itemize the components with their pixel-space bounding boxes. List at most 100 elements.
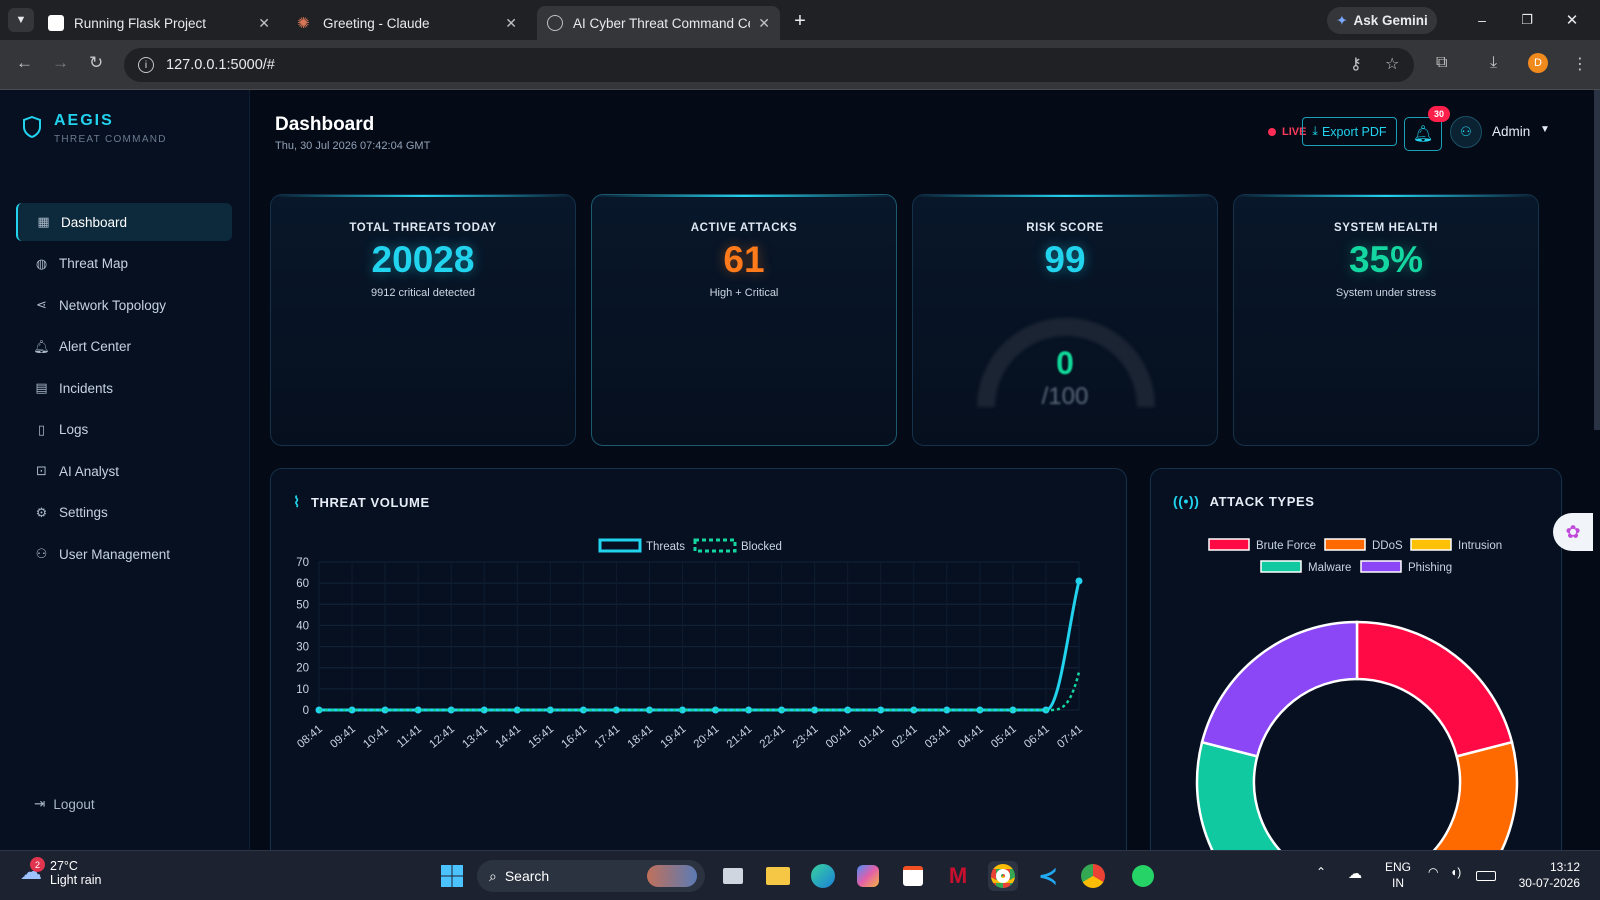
clock-date: 30-07-2026 [1518,876,1580,890]
user-name[interactable]: Admin [1492,124,1531,139]
user-avatar-icon[interactable]: ⚇ [1450,116,1482,148]
scrollbar[interactable] [1594,90,1600,430]
panel-title: THREAT VOLUME [310,494,430,510]
new-tab-button[interactable]: + [794,9,806,32]
attack-types-panel: ((•)) ATTACK TYPES Brute Force DDoS Intrus… [1150,468,1562,850]
password-key-icon[interactable]: ⚷ [1350,56,1362,73]
vscode-icon[interactable]: ≺ [1037,862,1059,890]
stat-value: 35% [1348,239,1424,280]
close-icon[interactable]: ✕ [758,14,770,31]
export-pdf-button[interactable]: ⤓ Export PDF [1302,117,1397,146]
chevron-down-icon[interactable]: ▼ [1540,124,1550,135]
download-icon[interactable]: ⤓ [1490,54,1498,71]
chrome-icon[interactable] [988,861,1018,891]
risk-gauge [977,318,1155,408]
legend-label: Intrusion [1458,540,1502,552]
store-icon[interactable] [898,861,928,891]
copilot-icon[interactable] [853,861,883,891]
menu-dots-icon[interactable]: ⋮ [1572,56,1588,73]
page-date: Thu, 30 Jul 2026 07:42:04 GMT [275,140,431,152]
language-label: ENG [1385,860,1412,874]
sidebar-nav: ▦ Dashboard ◍ Threat Map ⋖ Network Topology… [16,203,232,577]
weather-desc: Light rain [50,873,102,887]
legend-label: Malware [1308,562,1351,574]
chart-legend: Brute Force DDoS Intrusion Malware Phishing [1208,538,1502,574]
sidebar-item-user-management[interactable]: ⚇ User Management [16,535,232,573]
mcafee-icon[interactable]: M [948,863,968,888]
volume-icon[interactable]: ◖) [1450,865,1462,879]
data-point [877,706,885,714]
sidebar-item-network-topology[interactable]: ⋖ Network Topology [16,286,232,324]
sidebar-item-logs[interactable]: ▯ Logs [16,411,232,449]
sidebar-item-incidents[interactable]: ▤ Incidents [16,369,232,407]
weather-badge: 2 [30,857,45,872]
sidebar-item-ai-analyst[interactable]: ⊡ AI Analyst [16,452,232,490]
battery-icon[interactable] [1476,871,1496,881]
x-tick-label: 13:41 [460,723,490,751]
clock[interactable]: 13:12 30-07-2026 [1515,859,1580,891]
browser-tab[interactable]: Running Flask Project ✕ [38,6,280,40]
pulse-icon: ⌇ [293,494,301,511]
tab-search-button[interactable]: ▼ [8,8,34,32]
bookmark-star-icon[interactable]: ☆ [1385,56,1400,73]
sidebar-item-alert-center[interactable]: 🔔︎ Alert Center [16,328,232,366]
forward-arrow-icon[interactable]: → [52,53,69,72]
x-tick-label: 06:41 [1022,723,1052,751]
browser-tab-strip: ▼ Running Flask Project ✕ ✺ Greeting - C… [0,0,1600,40]
file-explorer-icon[interactable] [763,861,793,891]
x-tick-label: 23:41 [791,723,821,751]
brand-subtitle: THREAT COMMAND [54,134,167,145]
language-indicator[interactable]: ENG IN [1385,859,1411,891]
live-label: LIVE [1282,126,1307,138]
stat-subtext: High + Critical [709,287,779,299]
taskbar-search[interactable]: ⌕ Search [477,860,705,892]
stat-card-active-attacks: ACTIVE ATTACKS 61 High + Critical [591,194,897,446]
tab-title: Greeting - Claude [323,15,430,31]
back-arrow-icon[interactable]: ← [16,53,33,72]
cloud-rain-icon: ☁ 2 [20,857,45,887]
sidebar-item-dashboard[interactable]: ▦ Dashboard [16,203,232,241]
url-text[interactable]: 127.0.0.1:5000/# [166,57,275,73]
browser-tab[interactable]: ✺ Greeting - Claude ✕ [287,6,527,40]
task-view-icon[interactable] [718,861,748,891]
stat-card-system-health: SYSTEM HEALTH 35% System under stress [1233,194,1539,446]
restore-button[interactable]: ❐ [1521,12,1533,27]
stat-label: TOTAL THREATS TODAY [349,222,497,234]
close-icon[interactable]: ✕ [505,14,517,31]
wifi-icon[interactable]: ◠ [1428,865,1439,879]
logout-button[interactable]: ⇥ Logout [34,796,95,812]
sidebar-item-settings[interactable]: ⚙ Settings [16,494,232,532]
panel-header: ((•)) ATTACK TYPES [1173,493,1315,509]
windows-start-icon[interactable] [437,861,467,891]
address-bar[interactable]: i 127.0.0.1:5000/# [124,48,1414,82]
tab-title: AI Cyber Threat Command Cen [573,15,751,31]
extensions-icon[interactable]: ⧉ [1436,54,1448,71]
weather-widget[interactable]: ☁ 2 27°C Light rain [20,857,102,887]
brand: AEGIS THREAT COMMAND [22,112,167,145]
reload-icon[interactable]: ↻ [89,53,104,72]
onedrive-cloud-icon[interactable]: ☁ [1348,865,1362,881]
sidebar-item-label: Network Topology [59,297,167,313]
x-tick-label: 21:41 [725,723,755,751]
browser-tab-active[interactable]: AI Cyber Threat Command Cen ✕ [537,6,780,40]
ask-gemini-button[interactable]: ✦ Ask Gemini [1327,7,1437,34]
chart-legend: Threats Blocked [598,538,782,553]
edge-icon[interactable] [808,861,838,891]
tab-title: Running Flask Project [74,15,207,31]
minimize-button[interactable]: – [1478,12,1486,28]
data-point [811,706,819,714]
close-icon[interactable]: ✕ [258,14,270,31]
notifications-button[interactable]: 🔔︎ [1404,117,1442,151]
brand-name: AEGIS [54,112,114,129]
chrome-profile-icon[interactable] [1078,861,1108,891]
chevron-up-icon[interactable]: ⌃ [1316,865,1327,879]
close-window-button[interactable]: ✕ [1565,12,1579,29]
sidebar-item-label: AI Analyst [59,463,120,479]
sidebar-item-threat-map[interactable]: ◍ Threat Map [16,245,232,283]
whatsapp-icon[interactable] [1128,861,1158,891]
site-info-icon[interactable]: i [138,57,154,73]
page-title: Dashboard [275,114,375,135]
ai-assistant-button[interactable]: ✿ [1553,513,1593,551]
search-icon: ⌕ [489,867,497,884]
profile-avatar[interactable]: D [1528,53,1548,73]
